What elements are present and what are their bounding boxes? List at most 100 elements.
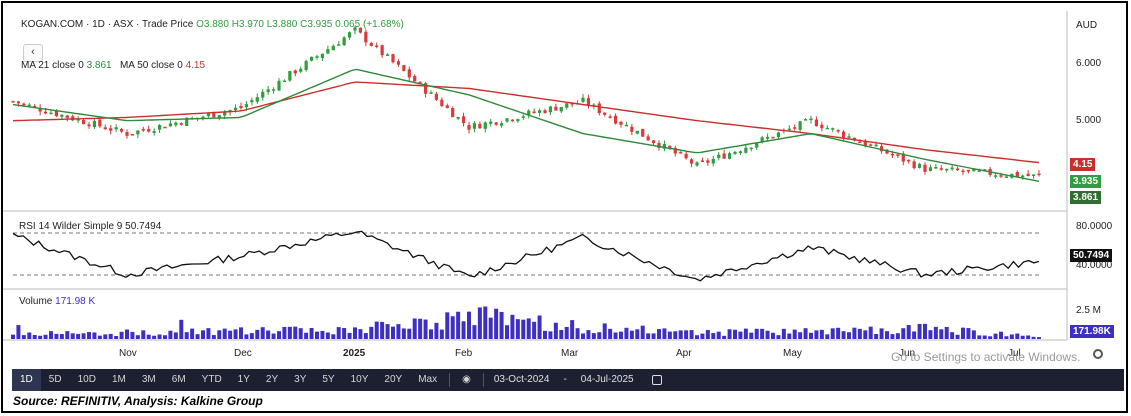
volume-bar	[537, 315, 542, 339]
volume-bar	[961, 327, 965, 339]
candle-body	[820, 124, 824, 129]
volume-bar	[575, 328, 580, 339]
candle-body	[983, 169, 987, 171]
volume-bar	[1031, 336, 1036, 339]
date-range-picker[interactable]: 03-Oct-2024 - 04-Jul-2025	[488, 369, 668, 391]
timeframe-1m[interactable]: 1M	[111, 374, 126, 385]
rsi-legend: RSI 14 Wilder Simple 9 50.7494	[19, 221, 161, 232]
candle-body	[261, 91, 265, 98]
volume-bar	[277, 331, 281, 339]
candle-body	[901, 153, 905, 162]
timeframe-max[interactable]: Max	[418, 374, 438, 385]
candle-body	[548, 106, 553, 113]
volume-bar	[673, 331, 678, 339]
timeframe-20y[interactable]: 20Y	[384, 374, 403, 385]
candle-body	[945, 168, 949, 171]
volume-bar	[467, 311, 471, 339]
candle-body	[467, 124, 471, 130]
volume-bar	[43, 334, 48, 339]
volume-bar	[591, 333, 596, 339]
candle-body	[570, 103, 574, 105]
volume-bar	[456, 311, 461, 339]
candle-body	[27, 104, 31, 107]
volume-bar	[255, 329, 260, 339]
volume-bar	[369, 326, 374, 339]
volume-bar	[412, 318, 417, 339]
volume-bar	[27, 332, 32, 339]
volume-bar	[108, 333, 113, 339]
timeframe-ytd[interactable]: YTD	[201, 374, 222, 385]
candle-body	[119, 129, 124, 132]
timeframe-6m[interactable]: 6M	[171, 374, 186, 385]
compare-icon[interactable]: ◉	[462, 374, 471, 385]
volume-bar	[657, 329, 661, 339]
volume-bar	[999, 331, 1003, 339]
candle-body	[429, 92, 433, 94]
volume-bar	[624, 327, 629, 339]
candle-body	[923, 164, 927, 172]
candle-body	[809, 118, 813, 120]
candle-body	[565, 103, 569, 108]
calendar-icon[interactable]	[651, 375, 662, 385]
candle-body	[277, 80, 281, 91]
ma21-label: MA 21 close 0	[21, 60, 84, 71]
candle-body	[1037, 173, 1041, 176]
volume-bar	[239, 327, 243, 339]
date-to: 04-Jul-2025	[580, 374, 634, 385]
x-tick-may: May	[783, 348, 802, 359]
volume-bar	[950, 332, 955, 339]
interval: 1D	[92, 19, 105, 30]
gear-icon[interactable]	[1093, 349, 1103, 359]
volume-bar	[988, 336, 993, 339]
candle-body	[646, 136, 650, 141]
timeframe-10y[interactable]: 10Y	[350, 374, 369, 385]
volume-bar	[646, 333, 651, 339]
candle-body	[755, 143, 759, 148]
volume-bar	[38, 335, 43, 339]
candle-body	[239, 105, 243, 109]
volume-bar	[917, 323, 922, 339]
volume-bar	[87, 332, 91, 339]
timeframe-2y[interactable]: 2Y	[265, 374, 279, 385]
candle-body	[478, 123, 482, 129]
candle-body	[109, 128, 113, 131]
timeframe-3m[interactable]: 3M	[141, 374, 156, 385]
candle-body	[532, 111, 536, 114]
change-value: 0.065 (+1.68%)	[335, 19, 404, 30]
rsi-line	[12, 230, 1040, 282]
volume-bar	[543, 330, 547, 339]
candle-body	[299, 68, 303, 72]
chart-canvas[interactable]	[3, 3, 1130, 415]
rsi-value: 50.7494	[125, 221, 162, 232]
volume-bar	[97, 335, 102, 339]
candle-body	[103, 127, 107, 130]
collapse-legend-button[interactable]: ‹	[23, 44, 43, 62]
volume-bar	[184, 332, 189, 339]
timeframe-3y[interactable]: 3Y	[294, 374, 307, 385]
volume-bar	[977, 335, 982, 339]
volume-bar	[81, 333, 86, 339]
volume-tick: 2.5 M	[1076, 305, 1102, 316]
candle-body	[358, 27, 363, 33]
candle-body	[510, 119, 515, 122]
candle-body	[890, 153, 895, 156]
candle-body	[434, 93, 439, 100]
candle-body	[87, 124, 91, 127]
candle-body	[630, 126, 634, 132]
volume-bar	[847, 332, 851, 339]
timeframe-10d[interactable]: 10D	[77, 374, 96, 385]
candle-body	[765, 136, 770, 139]
volume-bar	[765, 330, 770, 339]
candle-body	[586, 98, 591, 106]
timeframe-1y[interactable]: 1Y	[237, 374, 250, 385]
candle-body	[152, 131, 156, 133]
candle-body	[282, 80, 287, 83]
volume-bar	[852, 327, 857, 339]
volume-bar	[59, 334, 64, 339]
timeframe-5y[interactable]: 5Y	[322, 374, 335, 385]
x-tick-dec: Dec	[234, 348, 252, 359]
timeframe-5d[interactable]: 5D	[48, 374, 62, 385]
candle-body	[147, 129, 151, 132]
timeframe-1d[interactable]: 1D	[12, 369, 41, 391]
timeframe-toolbar: 1D 5D 10D 1M 3M 6M YTD 1Y 2Y 3Y 5Y 10Y 20Y Max ◉ 03-O…	[12, 369, 1124, 391]
